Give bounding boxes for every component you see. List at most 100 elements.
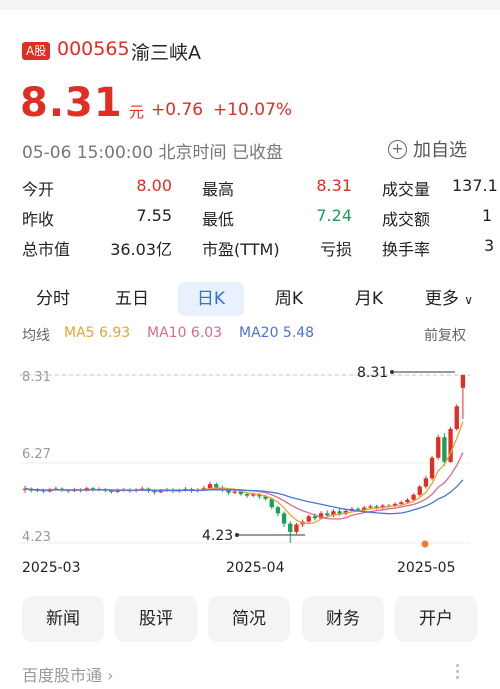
chevron-down-icon: ∨ bbox=[464, 293, 474, 307]
candle-body bbox=[442, 437, 447, 462]
candle-body bbox=[436, 437, 441, 458]
stat-turnover-amount-label: 成交额 bbox=[382, 210, 431, 229]
stock-name: 渝三峡A bbox=[131, 42, 201, 64]
tab-more[interactable]: 更多 ∨ bbox=[412, 282, 486, 316]
footer-link[interactable]: 百度股市通 › bbox=[22, 662, 114, 686]
candle-body bbox=[238, 491, 244, 494]
news-button[interactable]: 新闻 bbox=[22, 596, 104, 642]
y-tick-low: 4.23 bbox=[22, 530, 51, 545]
price-adjust-mode[interactable]: 前复权 bbox=[424, 328, 466, 344]
candle-body bbox=[257, 494, 262, 497]
candle-body bbox=[207, 484, 213, 489]
profile-button[interactable]: 简况 bbox=[208, 596, 290, 642]
finance-button[interactable]: 财务 bbox=[302, 596, 384, 642]
candle-body bbox=[368, 506, 373, 508]
x-tick-mar: 2025-03 bbox=[22, 560, 81, 576]
stat-turnover-rate-value: 3 bbox=[484, 236, 495, 255]
stat-prevclose-label: 昨收 bbox=[22, 210, 55, 229]
candle-body bbox=[158, 490, 163, 493]
candle-body bbox=[269, 498, 274, 508]
tab-daily-k[interactable]: 日K bbox=[178, 282, 244, 316]
stat-volume-value: 137.1 bbox=[452, 176, 498, 195]
high-annotation: 8.31 bbox=[357, 365, 388, 381]
candle-body bbox=[399, 502, 404, 504]
candle-body bbox=[318, 513, 324, 519]
candle-body bbox=[312, 516, 318, 519]
candle-body bbox=[152, 490, 157, 493]
stat-open-label: 今开 bbox=[22, 180, 55, 199]
candle-body bbox=[214, 484, 219, 488]
candle-body bbox=[263, 496, 268, 499]
candle-body bbox=[405, 499, 410, 503]
stat-high-label: 最高 bbox=[202, 180, 235, 199]
candle-body bbox=[374, 506, 379, 508]
tab-monthly-k[interactable]: 月K bbox=[354, 289, 384, 309]
comments-button[interactable]: 股评 bbox=[115, 596, 197, 642]
price-change-percent: +10.07% bbox=[213, 100, 293, 120]
candle-body bbox=[90, 488, 96, 490]
x-tick-apr: 2025-04 bbox=[226, 560, 285, 576]
price-unit: 元 bbox=[129, 103, 145, 121]
candle-body bbox=[392, 503, 398, 506]
footer-label: 百度股市通 bbox=[22, 666, 103, 685]
candle-body bbox=[251, 494, 256, 496]
more-vertical-icon[interactable] bbox=[456, 664, 460, 682]
stat-open-value: 8.00 bbox=[136, 176, 172, 195]
chevron-right-icon: › bbox=[107, 666, 114, 685]
candle-body bbox=[232, 491, 237, 493]
tab-intraday[interactable]: 分时 bbox=[36, 289, 70, 309]
tab-weekly-k[interactable]: 周K bbox=[274, 289, 304, 309]
candle-body bbox=[109, 490, 114, 492]
candle-body bbox=[281, 513, 287, 524]
open-account-button[interactable]: 开户 bbox=[395, 596, 477, 642]
stat-low-label: 最低 bbox=[202, 210, 235, 229]
x-tick-may: 2025-05 bbox=[397, 560, 456, 576]
candle-body bbox=[115, 490, 120, 492]
stat-pe-value: 亏损 bbox=[319, 240, 352, 259]
tab-more-label: 更多 bbox=[424, 289, 459, 309]
stock-code: 000565 bbox=[57, 38, 130, 60]
current-price: 8.31 bbox=[20, 80, 123, 126]
low-annotation: 4.23 bbox=[202, 528, 233, 544]
top-divider bbox=[0, 0, 500, 10]
candle-body bbox=[288, 523, 293, 532]
candle-body bbox=[355, 508, 361, 511]
candle-body bbox=[244, 494, 250, 496]
ma5-value: MA5 6.93 bbox=[64, 325, 131, 341]
candle-body bbox=[275, 507, 281, 514]
candle-body bbox=[331, 511, 336, 516]
stat-pe-label: 市盈(TTM) bbox=[202, 240, 280, 259]
candle-body bbox=[294, 524, 299, 532]
candle-body bbox=[325, 513, 330, 516]
candle-body bbox=[423, 478, 429, 487]
candle-body bbox=[362, 507, 367, 511]
add-watchlist-button[interactable]: + 加自选 bbox=[388, 136, 467, 162]
candle-body bbox=[454, 406, 459, 429]
candle-body bbox=[448, 428, 453, 462]
stat-high-value: 8.31 bbox=[316, 176, 352, 195]
ma10-value: MA10 6.03 bbox=[147, 325, 223, 341]
plus-circle-icon: + bbox=[388, 139, 407, 159]
candle-body bbox=[22, 488, 28, 490]
price-change: +0.76 bbox=[151, 100, 204, 120]
candle-body bbox=[337, 511, 342, 514]
market-badge: A股 bbox=[22, 42, 51, 60]
ma20-value: MA20 5.48 bbox=[239, 325, 315, 341]
candle-body bbox=[226, 490, 231, 493]
stat-prevclose-value: 7.55 bbox=[136, 206, 172, 225]
y-tick-mid: 6.27 bbox=[22, 447, 51, 462]
stat-marketcap-label: 总市值 bbox=[22, 240, 71, 259]
stat-low-value: 7.24 bbox=[316, 206, 352, 225]
stat-marketcap-value: 36.03亿 bbox=[110, 240, 172, 259]
candle-body bbox=[53, 488, 59, 490]
event-marker-dot[interactable] bbox=[421, 540, 429, 548]
candle-body bbox=[429, 457, 435, 479]
candle-body bbox=[417, 486, 422, 495]
candle-body bbox=[380, 505, 385, 508]
candlestick-chart[interactable]: 8.31 6.27 4.23 8.31 4.23 2025-03 2025-04… bbox=[0, 355, 500, 580]
candle-body bbox=[460, 375, 466, 388]
period-tabs: 分时 五日 日K 周K 月K 更多 ∨ bbox=[10, 282, 490, 318]
candle-body bbox=[306, 516, 311, 522]
tab-five-day[interactable]: 五日 bbox=[115, 289, 149, 309]
stat-turnover-amount-value: 1 bbox=[482, 206, 493, 225]
